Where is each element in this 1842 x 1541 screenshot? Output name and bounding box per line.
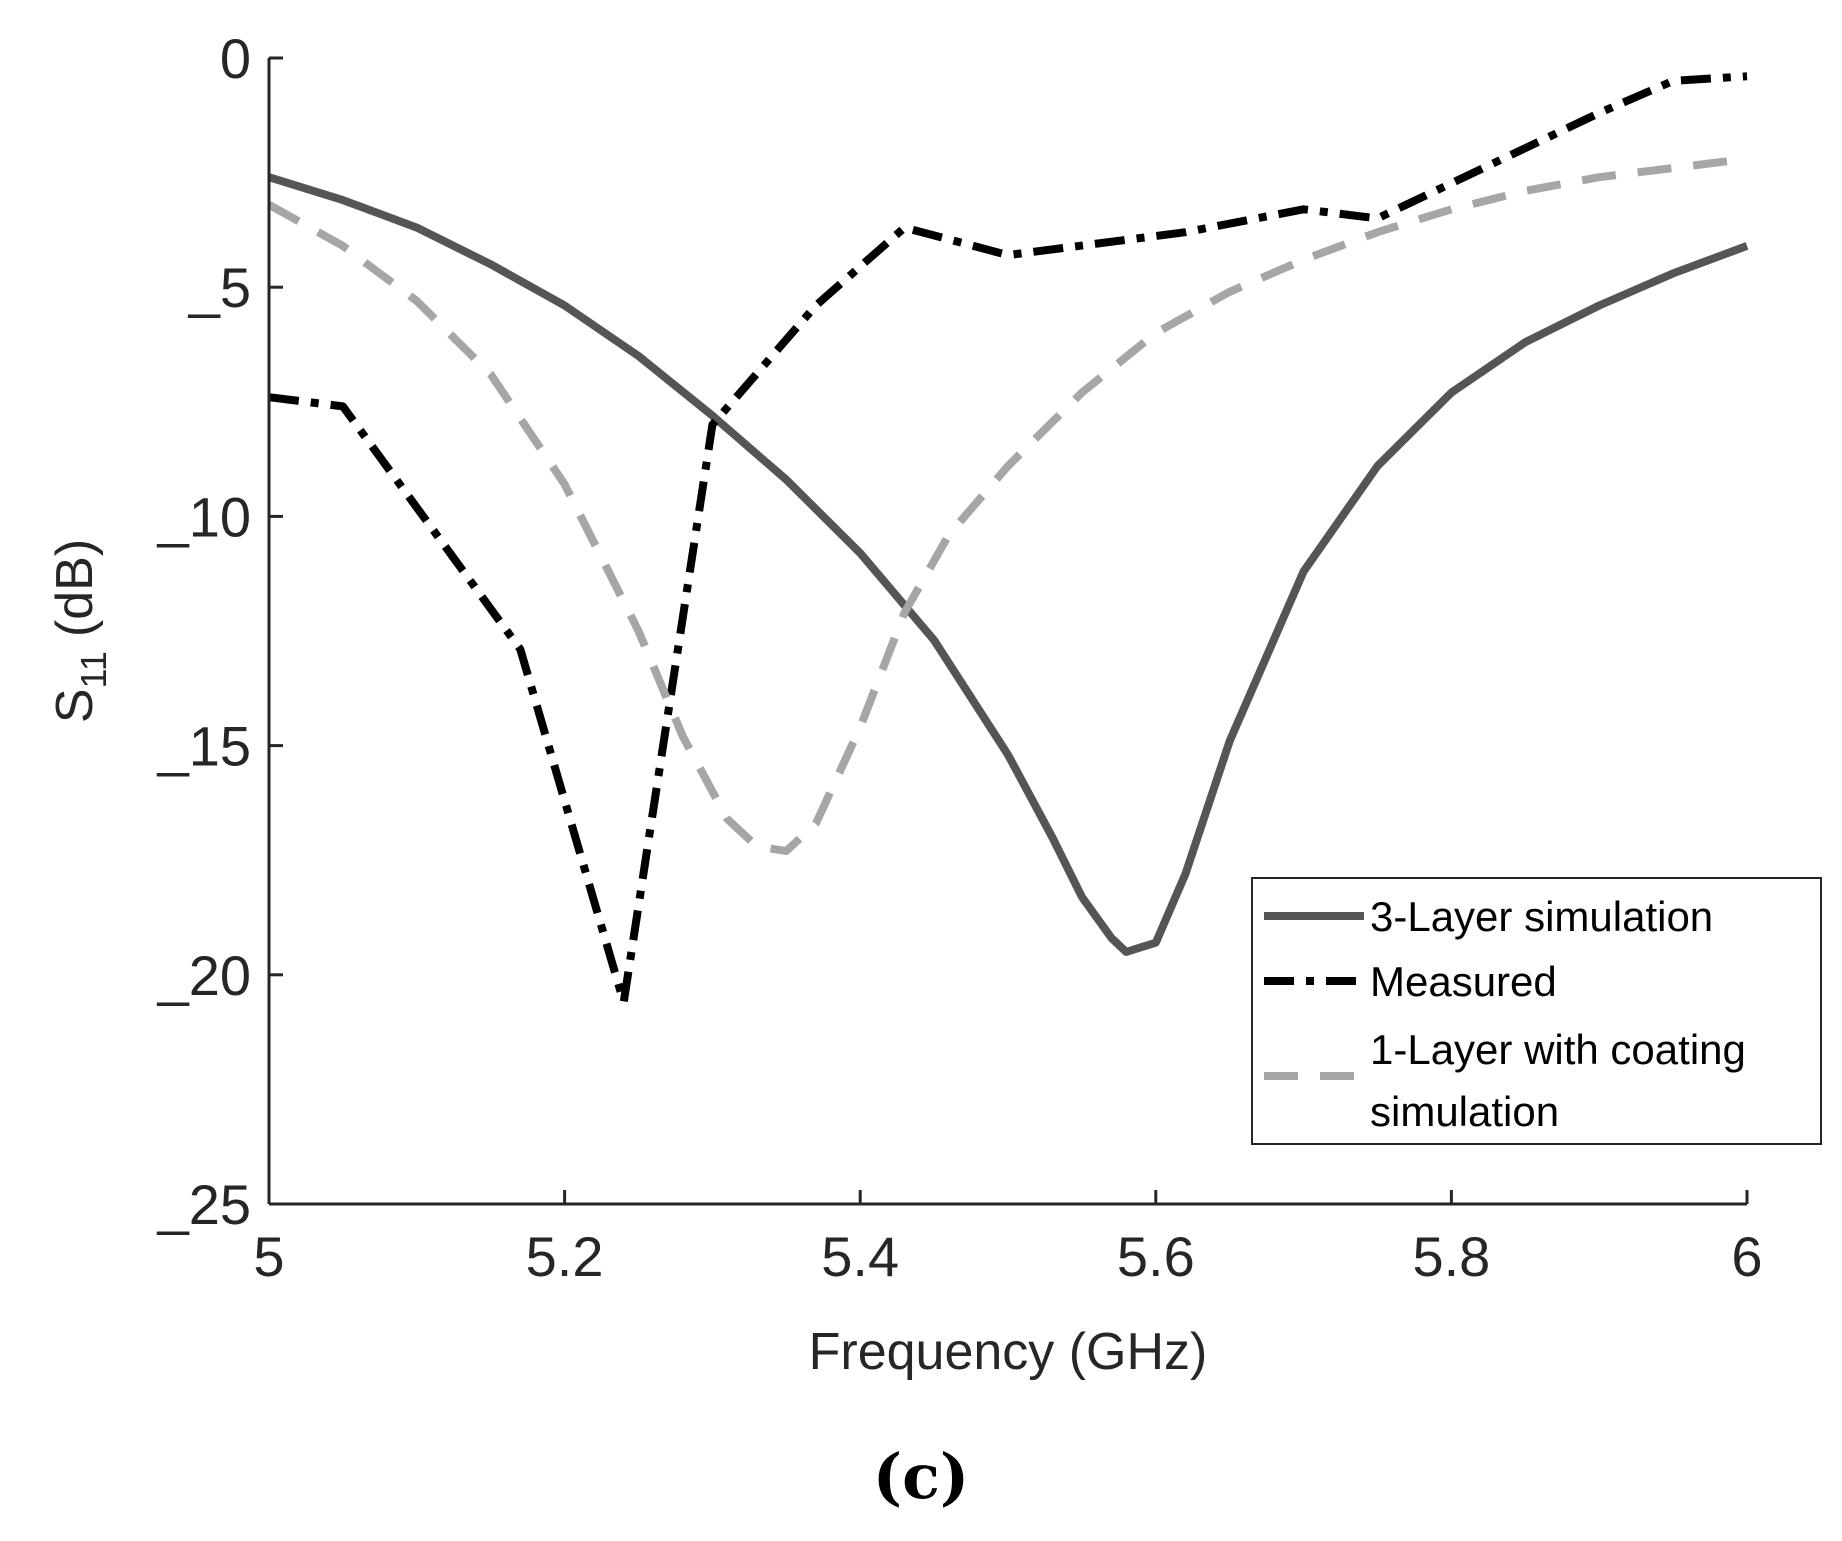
legend-box bbox=[1251, 877, 1822, 1145]
series-measured bbox=[268, 72, 1748, 1007]
x-axis-title: Frequency (GHz) bbox=[809, 1323, 1208, 1381]
series-1-layer-coating-simulation bbox=[267, 154, 1748, 855]
y-tick-label: _25 bbox=[157, 1173, 251, 1236]
legend-label-measured: Measured bbox=[1370, 958, 1557, 1005]
legend-label-1-layer: 1-Layer with coating bbox=[1370, 1026, 1746, 1073]
series-3-layer-simulation bbox=[267, 173, 1749, 956]
y-axis-title-unit: (dB) bbox=[46, 539, 104, 637]
figure-caption: (c) bbox=[873, 1440, 969, 1513]
x-tick-label: 5.4 bbox=[821, 1225, 899, 1288]
legend-label-3-layer: 3-Layer simulation bbox=[1370, 893, 1713, 940]
legend-label-1-layer-line2: simulation bbox=[1370, 1088, 1559, 1135]
y-axis-title-main: S bbox=[46, 688, 104, 723]
y-ticks: 0 _5 _10 _15 _20 _25 bbox=[157, 27, 283, 1236]
y-tick-label: _20 bbox=[157, 944, 251, 1007]
y-tick-label: _15 bbox=[157, 715, 251, 778]
x-tick-label: 5.8 bbox=[1412, 1225, 1490, 1288]
x-tick-label: 6 bbox=[1731, 1225, 1762, 1288]
y-tick-label: _5 bbox=[188, 256, 251, 319]
y-tick-label: _10 bbox=[157, 485, 251, 548]
series-layer bbox=[267, 72, 1749, 1007]
x-ticks: 5 5.2 5.4 5.6 5.8 6 bbox=[253, 1190, 1763, 1288]
y-tick-label: 0 bbox=[220, 27, 251, 90]
legend: 3-Layer simulation Measured 1-Layer with… bbox=[1251, 877, 1822, 1145]
x-tick-label: 5.6 bbox=[1117, 1225, 1195, 1288]
x-tick-label: 5 bbox=[253, 1225, 284, 1288]
x-tick-label: 5.2 bbox=[526, 1225, 604, 1288]
y-axis-title: S11 (dB) bbox=[46, 539, 114, 723]
y-axis-title-subscript: 11 bbox=[73, 651, 114, 688]
